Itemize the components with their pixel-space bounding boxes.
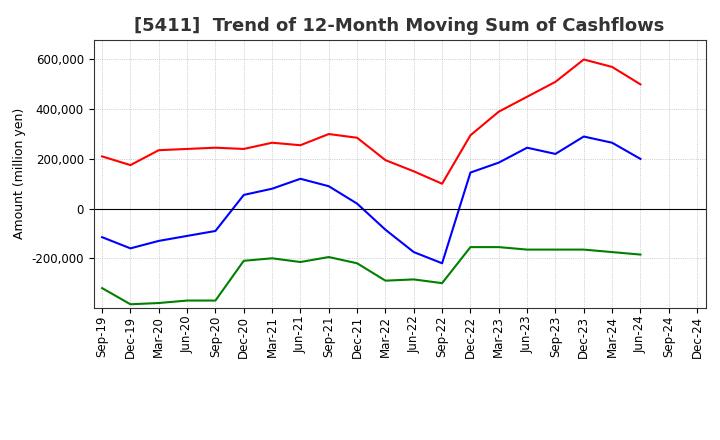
Operating Cashflow xyxy=(580,57,588,62)
Investing Cashflow xyxy=(211,298,220,303)
Investing Cashflow xyxy=(126,302,135,307)
Investing Cashflow xyxy=(268,256,276,261)
Operating Cashflow xyxy=(325,132,333,137)
Operating Cashflow xyxy=(495,109,503,114)
Investing Cashflow xyxy=(353,260,361,266)
Operating Cashflow xyxy=(240,147,248,152)
Operating Cashflow xyxy=(211,145,220,150)
Operating Cashflow xyxy=(636,82,644,87)
Operating Cashflow xyxy=(466,132,474,138)
Free Cashflow xyxy=(495,160,503,165)
Operating Cashflow xyxy=(438,181,446,187)
Investing Cashflow xyxy=(410,277,418,282)
Y-axis label: Amount (million yen): Amount (million yen) xyxy=(13,108,26,239)
Free Cashflow xyxy=(636,156,644,161)
Free Cashflow xyxy=(580,134,588,139)
Free Cashflow xyxy=(268,186,276,191)
Investing Cashflow xyxy=(523,247,531,252)
Title: [5411]  Trend of 12-Month Moving Sum of Cashflows: [5411] Trend of 12-Month Moving Sum of C… xyxy=(135,17,665,35)
Free Cashflow xyxy=(98,235,107,240)
Free Cashflow xyxy=(325,183,333,189)
Operating Cashflow xyxy=(268,140,276,145)
Investing Cashflow xyxy=(551,247,559,252)
Free Cashflow xyxy=(523,145,531,150)
Investing Cashflow xyxy=(580,247,588,252)
Free Cashflow xyxy=(126,246,135,251)
Investing Cashflow xyxy=(240,258,248,264)
Operating Cashflow xyxy=(296,143,305,148)
Investing Cashflow xyxy=(325,254,333,260)
Operating Cashflow xyxy=(98,154,107,159)
Free Cashflow xyxy=(551,151,559,157)
Operating Cashflow xyxy=(155,147,163,153)
Operating Cashflow xyxy=(410,169,418,174)
Investing Cashflow xyxy=(155,301,163,306)
Operating Cashflow xyxy=(183,147,192,152)
Investing Cashflow xyxy=(438,281,446,286)
Free Cashflow xyxy=(183,233,192,238)
Free Cashflow xyxy=(381,227,390,232)
Line: Investing Cashflow: Investing Cashflow xyxy=(102,247,640,304)
Free Cashflow xyxy=(211,228,220,234)
Investing Cashflow xyxy=(466,245,474,250)
Investing Cashflow xyxy=(636,252,644,257)
Line: Operating Cashflow: Operating Cashflow xyxy=(102,59,640,184)
Investing Cashflow xyxy=(98,286,107,291)
Free Cashflow xyxy=(438,260,446,266)
Free Cashflow xyxy=(296,176,305,181)
Free Cashflow xyxy=(240,192,248,198)
Investing Cashflow xyxy=(381,278,390,283)
Investing Cashflow xyxy=(183,298,192,303)
Operating Cashflow xyxy=(608,64,616,70)
Operating Cashflow xyxy=(551,79,559,84)
Operating Cashflow xyxy=(126,162,135,168)
Line: Free Cashflow: Free Cashflow xyxy=(102,136,640,263)
Investing Cashflow xyxy=(296,260,305,265)
Investing Cashflow xyxy=(495,245,503,250)
Free Cashflow xyxy=(155,238,163,244)
Operating Cashflow xyxy=(523,94,531,99)
Free Cashflow xyxy=(466,170,474,175)
Free Cashflow xyxy=(353,201,361,206)
Free Cashflow xyxy=(410,249,418,255)
Free Cashflow xyxy=(608,140,616,145)
Operating Cashflow xyxy=(353,135,361,140)
Operating Cashflow xyxy=(381,158,390,163)
Investing Cashflow xyxy=(608,249,616,255)
